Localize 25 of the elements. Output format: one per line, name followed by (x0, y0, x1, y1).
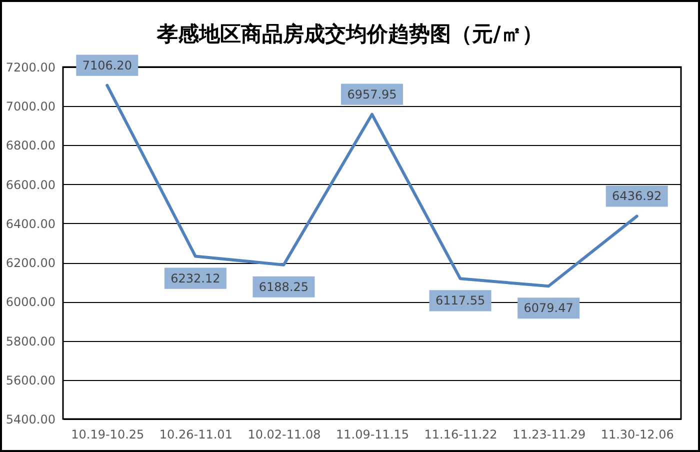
data-label: 6957.95 (347, 87, 397, 102)
data-label: 6436.92 (612, 189, 662, 204)
y-tick-label: 7200.00 (6, 60, 56, 74)
data-label: 7106.20 (82, 58, 132, 72)
data-label: 6232.12 (170, 271, 220, 286)
y-tick-label: 6400.00 (6, 216, 56, 231)
y-tick-label: 6200.00 (6, 256, 56, 270)
y-tick-label: 6000.00 (6, 295, 56, 310)
y-tick-label: 5400.00 (6, 412, 56, 426)
y-tick-label: 6800.00 (6, 138, 56, 153)
x-tick-label: 11.30-12.06 (600, 428, 674, 442)
y-tick-label: 7000.00 (6, 100, 56, 114)
x-tick-label: 11.16-11.22 (424, 428, 498, 442)
y-tick-label: 5800.00 (6, 334, 56, 348)
x-tick-label: 10.02-11.08 (248, 428, 321, 442)
y-tick-label: 6600.00 (6, 178, 56, 192)
chart-title: 孝感地区商品房成交均价趋势图（元/㎡） (156, 22, 543, 46)
x-tick-label: 11.23-11.29 (512, 428, 586, 442)
x-tick-label: 11.09-11.15 (336, 428, 410, 442)
y-tick-label: 5600.00 (6, 373, 56, 388)
x-tick-label: 10.19-10.25 (71, 428, 144, 442)
data-label: 6079.47 (524, 301, 574, 316)
data-label: 6117.55 (435, 294, 486, 308)
data-label: 6188.25 (258, 280, 309, 294)
x-tick-label: 10.26-11.01 (159, 428, 232, 442)
